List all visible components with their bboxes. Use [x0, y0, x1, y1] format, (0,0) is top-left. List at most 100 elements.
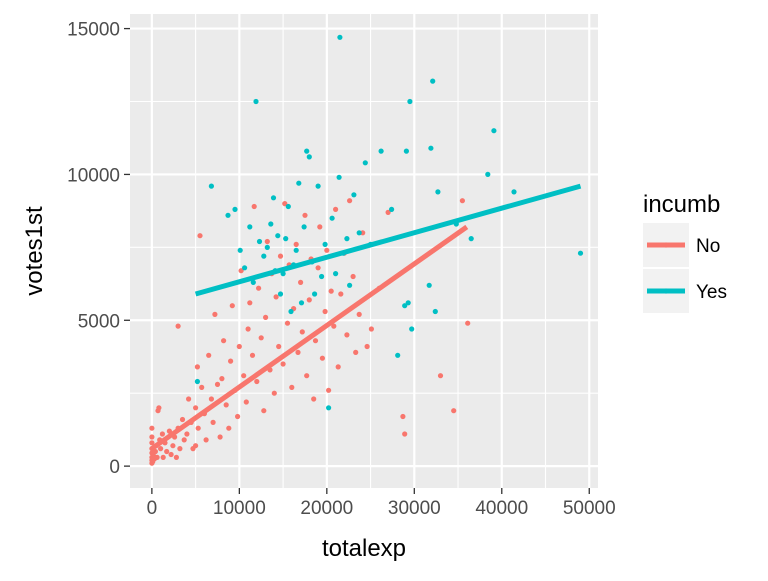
data-point-yes [403, 148, 409, 154]
data-point-no [149, 425, 155, 431]
data-point-no [400, 413, 406, 420]
data-point-no [356, 311, 362, 317]
data-point-yes [491, 128, 497, 134]
data-point-yes [256, 238, 263, 245]
fit-line-no [150, 224, 469, 451]
data-point-no [241, 373, 247, 379]
data-point-no [236, 343, 242, 350]
data-point-no [437, 373, 444, 379]
data-point-no [243, 399, 249, 405]
data-point-no [228, 358, 234, 364]
data-point-no [195, 425, 201, 431]
data-point-yes [577, 250, 584, 256]
data-point-no [273, 294, 279, 300]
data-point-yes [312, 291, 318, 297]
data-point-no [193, 405, 199, 411]
data-point-yes [351, 192, 357, 198]
data-point-yes [347, 282, 353, 288]
data-point-yes [407, 98, 413, 105]
data-point-no [282, 201, 288, 207]
x-tick-label: 10000 [213, 498, 266, 519]
data-point-yes [283, 236, 289, 242]
data-point-no [264, 238, 270, 245]
data-point-no [338, 291, 344, 297]
data-point-yes [270, 195, 277, 201]
data-point-no [177, 446, 183, 452]
data-point-yes [237, 247, 243, 253]
data-point-no [229, 303, 235, 309]
data-point-no [221, 338, 227, 344]
data-point-no [152, 448, 158, 455]
y-tick-label: 15000 [67, 20, 120, 41]
data-point-yes [337, 34, 343, 40]
data-point-no [304, 373, 310, 379]
data-point-no [306, 297, 312, 303]
legend: incumb No Yes [643, 191, 727, 313]
y-tick-label: 0 [109, 457, 120, 478]
data-point-no [199, 384, 205, 390]
data-point-yes [298, 300, 305, 306]
data-point-no [284, 320, 291, 326]
x-axis-label: totalexp [322, 535, 406, 562]
data-point-yes [301, 224, 307, 230]
data-point-yes [225, 212, 231, 218]
data-point-yes [329, 215, 335, 221]
data-point-no [197, 233, 203, 239]
data-point-no [271, 390, 277, 396]
data-point-yes [315, 183, 321, 189]
data-point-no [331, 323, 337, 329]
data-point-no [347, 198, 353, 204]
data-point-no [311, 396, 317, 402]
data-point-no [173, 454, 179, 460]
data-point-no [258, 335, 264, 341]
x-tick-label: 40000 [475, 498, 528, 519]
data-point-yes [402, 303, 408, 309]
data-point-yes [435, 189, 441, 195]
x-axis: 0 10000 20000 30000 40000 50000 [147, 488, 616, 519]
data-point-yes [356, 230, 362, 236]
data-point-no [186, 396, 192, 402]
data-point-no [212, 311, 218, 317]
data-point-yes [242, 265, 248, 271]
data-point-no [368, 326, 374, 332]
data-point-no [263, 314, 269, 320]
data-point-no [402, 431, 408, 437]
data-point-yes [468, 236, 474, 242]
data-point-yes [511, 189, 517, 195]
data-point-no [219, 376, 225, 382]
y-axis-label: votes1st [21, 206, 48, 296]
data-point-yes [232, 206, 238, 212]
data-point-yes [296, 180, 302, 186]
data-point-no [208, 396, 214, 402]
data-point-no [302, 212, 308, 218]
data-point-yes [362, 160, 368, 166]
data-point-yes [293, 247, 299, 253]
data-point-no [317, 224, 323, 230]
y-axis: 0 5000 10000 15000 [67, 20, 130, 478]
data-point-no [319, 355, 325, 361]
fit-lines [150, 183, 582, 451]
data-point-yes [250, 279, 256, 285]
data-point-no [235, 413, 241, 420]
data-point-yes [264, 244, 270, 250]
data-point-no [226, 425, 232, 431]
data-point-yes [326, 405, 332, 411]
data-point-yes [319, 273, 325, 280]
data-point-no [184, 431, 190, 437]
data-point-no [335, 364, 341, 370]
data-point-yes [389, 206, 395, 212]
data-point-no [156, 405, 162, 411]
data-point-yes [247, 224, 253, 230]
data-point-no [322, 308, 328, 315]
data-point-no [179, 416, 186, 423]
data-point-yes [409, 326, 415, 332]
data-point-no [214, 381, 221, 387]
data-point-no [344, 332, 350, 338]
data-point-no [326, 387, 332, 393]
data-point-no [353, 349, 359, 355]
data-point-no [293, 241, 299, 247]
data-point-no [261, 408, 267, 414]
data-point-yes [268, 221, 274, 227]
data-point-yes [405, 300, 411, 306]
